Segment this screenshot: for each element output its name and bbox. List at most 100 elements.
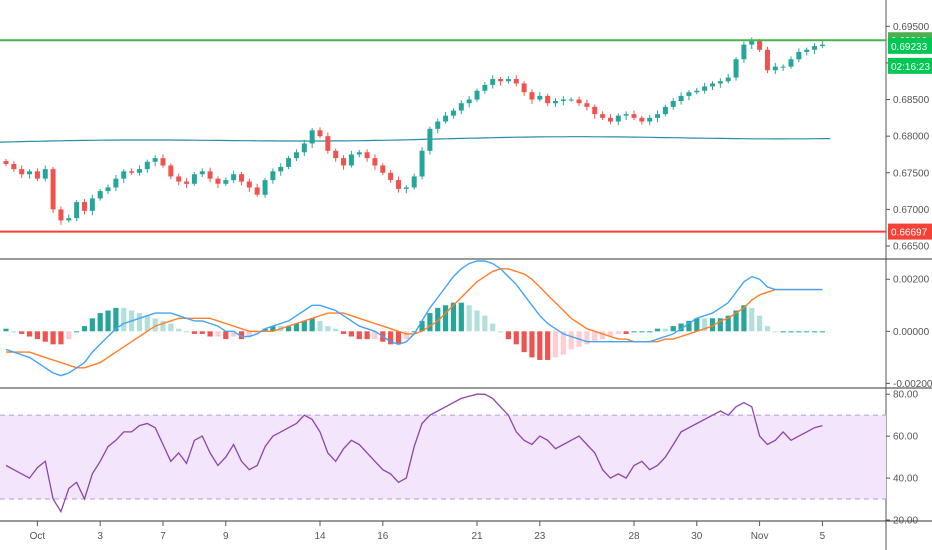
candle-body	[136, 169, 142, 173]
candle-body	[498, 79, 504, 82]
macd-histogram-bar	[804, 331, 810, 333]
macd-histogram-bar	[215, 331, 221, 337]
macd-histogram-bar	[105, 310, 111, 332]
macd-histogram-bar	[654, 328, 661, 332]
candle-body	[592, 106, 598, 115]
candle-body	[82, 202, 87, 211]
macd-histogram-bar	[811, 331, 818, 333]
candle-body	[356, 152, 362, 155]
candle-body	[607, 117, 613, 122]
candle-body	[749, 40, 755, 45]
candle-body	[513, 79, 519, 84]
macd-histogram-bar	[199, 331, 205, 334]
candle-body	[309, 130, 315, 144]
macd-histogram-bar	[443, 305, 449, 332]
macd-histogram-bar	[348, 331, 354, 337]
countdown-badge	[888, 57, 932, 74]
macd-histogram-bar	[97, 313, 103, 332]
candle-body	[450, 110, 456, 116]
candle-body	[678, 95, 684, 102]
macd-histogram-bar	[372, 331, 378, 340]
current-price-label: 0.69233	[891, 42, 928, 53]
candle-body	[788, 59, 794, 67]
candle-body	[623, 114, 629, 116]
candle-body	[199, 171, 205, 175]
macd-histogram-bar	[662, 328, 668, 332]
candle-body	[686, 92, 692, 96]
candle-body	[725, 77, 731, 82]
candle-body	[702, 86, 708, 91]
time-tick-label: Oct	[30, 531, 46, 542]
macd-histogram-bar	[301, 320, 307, 332]
macd-histogram-bar	[592, 331, 598, 342]
candle-body	[348, 154, 354, 166]
candle-body	[121, 171, 127, 179]
time-tick-label: 14	[314, 531, 326, 542]
candle-body	[435, 121, 441, 129]
macd-histogram-bar	[42, 331, 48, 342]
candle-body	[176, 176, 182, 182]
candle-body	[474, 90, 480, 100]
candle-body	[58, 209, 64, 221]
rsi-line	[5, 393, 823, 514]
candle-body	[466, 99, 472, 104]
macd-histogram-bar	[780, 331, 786, 333]
macd-histogram-bar	[152, 318, 158, 332]
candle-body	[780, 66, 786, 68]
macd-histogram-bar	[474, 310, 480, 332]
macd-histogram-bar	[490, 323, 496, 332]
candle-body	[278, 166, 284, 172]
macd-histogram-bar	[702, 318, 708, 332]
candle-body	[50, 169, 56, 210]
macd-histogram-bar	[89, 318, 95, 332]
candle-body	[317, 130, 323, 137]
price-tick-label: 0.69500	[893, 22, 930, 33]
macd-histogram-bar	[772, 331, 778, 333]
candle-body	[615, 115, 621, 122]
candle-body	[293, 152, 299, 159]
candle-body	[584, 103, 590, 107]
time-tick-label: 23	[534, 531, 546, 542]
price-tick-label: 0.68000	[893, 132, 930, 143]
candle-body	[411, 176, 417, 188]
macd-histogram-bar	[670, 326, 676, 332]
macd-histogram-bar	[395, 331, 402, 345]
time-tick-label: 30	[691, 531, 703, 542]
candle-body	[333, 150, 339, 159]
candle-body	[427, 128, 433, 151]
macd-histogram-bar	[168, 323, 174, 332]
candle-body	[733, 59, 739, 78]
macd-histogram-bar	[364, 331, 370, 340]
macd-histogram-bar	[81, 326, 88, 332]
macd-histogram-bar	[497, 331, 504, 333]
macd-histogram-bar	[513, 331, 519, 345]
candle-body	[223, 180, 229, 184]
time-tick-label: 9	[223, 531, 229, 542]
macd-histogram-bar	[600, 331, 606, 340]
macd-histogram-bar	[238, 331, 245, 340]
candle-body	[254, 187, 260, 195]
candle-body	[804, 49, 810, 52]
macd-histogram-bar	[505, 331, 511, 340]
macd-histogram-bar	[678, 323, 684, 332]
candle-body	[215, 178, 221, 184]
candle-body	[482, 84, 488, 91]
candle-body	[490, 79, 496, 85]
macd-histogram-bar	[19, 331, 25, 334]
macd-histogram-bar	[615, 331, 621, 334]
macd-histogram-bar	[419, 320, 425, 332]
macd-histogram-bar	[3, 328, 9, 332]
candle-body	[560, 99, 566, 102]
candle-body	[66, 218, 72, 221]
macd-histogram-bar	[717, 318, 723, 332]
candle-body	[152, 158, 158, 162]
macd-histogram-bar	[521, 331, 527, 353]
candle-body	[419, 150, 425, 177]
candle-body	[144, 161, 150, 170]
macd-histogram-bar	[482, 315, 488, 332]
candle-body	[207, 171, 213, 179]
candle-body	[270, 171, 276, 181]
price-tick-label: 0.66500	[893, 242, 930, 253]
macd-tick-label: 0.00000	[893, 327, 930, 338]
